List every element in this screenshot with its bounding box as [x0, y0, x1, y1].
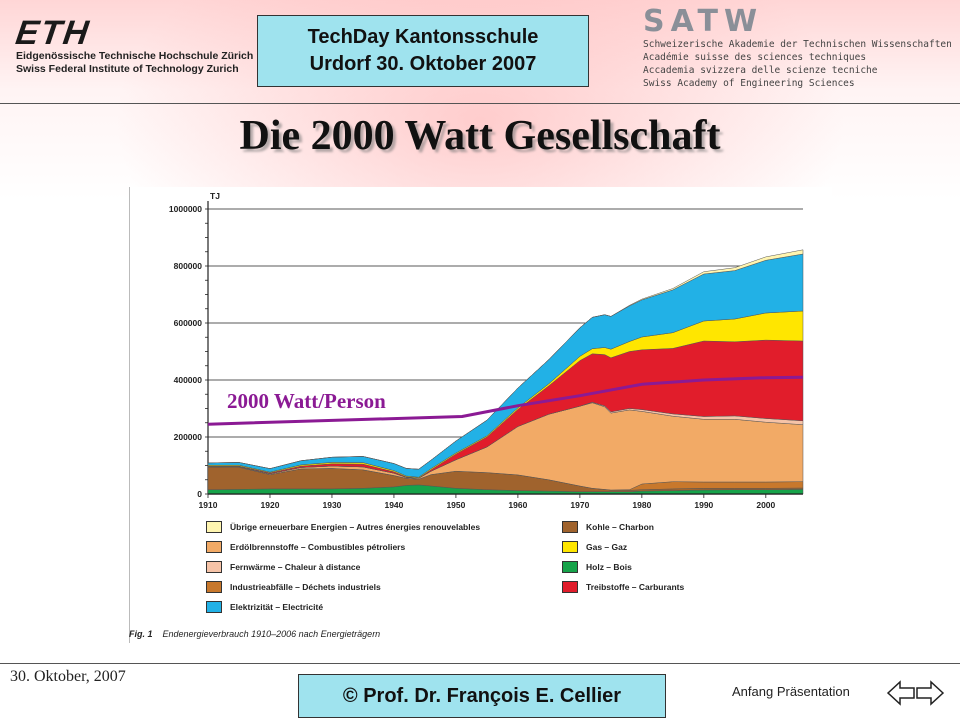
y-tick-label: 600000: [174, 318, 203, 328]
legend-swatch: [206, 581, 222, 593]
legend-swatch: [562, 521, 578, 533]
legend-label: Kohle – Charbon: [586, 522, 655, 532]
legend-swatch: [562, 541, 578, 553]
y-tick-label: 0: [197, 489, 202, 499]
event-date: Urdorf 30. Oktober 2007: [309, 53, 537, 75]
legend-swatch: [206, 561, 222, 573]
eth-wordmark: ETH: [13, 14, 93, 52]
overlay-label: 2000 Watt/Person: [227, 389, 386, 413]
legend-swatch: [206, 601, 222, 613]
x-tick-label: 1950: [446, 500, 465, 510]
x-tick-label: 1920: [261, 500, 280, 510]
back-arrow-icon[interactable]: [886, 680, 916, 706]
legend-label: Fernwärme – Chaleur à distance: [230, 562, 361, 572]
legend-item: Holz – Bois: [562, 561, 632, 573]
legend-item: Gas – Gaz: [562, 541, 627, 553]
event-title: TechDay Kantonsschule: [307, 26, 539, 48]
x-tick-label: 1940: [384, 500, 403, 510]
footer-divider: [0, 663, 960, 664]
satw-name-line: Accademia svizzera delle scienze tecnich…: [643, 65, 878, 76]
x-tick-label: 1930: [322, 500, 341, 510]
x-tick-label: 1910: [199, 500, 218, 510]
legend-item: Treibstoffe – Carburants: [562, 581, 684, 593]
y-tick-label: 1000000: [169, 204, 202, 214]
figure-caption: Fig. 1 Endenergieverbrauch 1910–2006 nac…: [129, 629, 380, 639]
legend-label: Gas – Gaz: [586, 542, 628, 552]
y-tick-label: 400000: [174, 375, 203, 385]
legend-swatch: [206, 541, 222, 553]
overlay-label-background: [224, 387, 428, 413]
legend-label: Erdölbrennstoffe – Combustibles pétrolie…: [230, 542, 406, 552]
legend-item: Fernwärme – Chaleur à distance: [206, 561, 360, 573]
legend-label: Holz – Bois: [586, 562, 632, 572]
figure-caption-number: Fig. 1: [129, 629, 153, 639]
footer-date: 30. Oktober, 2007: [10, 668, 126, 685]
legend-label: Übrige erneuerbare Energien – Autres éne…: [230, 522, 481, 532]
overlay-line-2000-watt: [207, 375, 804, 426]
figure-border: [129, 187, 130, 643]
x-tick-label: 2000: [756, 500, 775, 510]
eth-name-english: Swiss Federal Institute of Technology Zu…: [16, 63, 239, 75]
legend-item: Erdölbrennstoffe – Combustibles pétrolie…: [206, 541, 405, 553]
legend-swatch: [562, 561, 578, 573]
satw-logo: SATW Schweizerische Akademie der Technis…: [643, 6, 958, 90]
x-tick-label: 1990: [694, 500, 713, 510]
forward-arrow-icon[interactable]: [915, 680, 945, 706]
legend-item: Industrieabfälle – Déchets industriels: [206, 581, 381, 593]
legend-swatch: [562, 581, 578, 593]
author-box: © Prof. Dr. François E. Cellier: [298, 674, 666, 718]
legend-label: Treibstoffe – Carburants: [586, 582, 685, 592]
satw-name-line: Académie suisse des sciences techniques: [643, 52, 867, 63]
eth-logo: ETH Eidgenössische Technische Hochschule…: [13, 14, 256, 76]
satw-name-line: Schweizerische Akademie der Technischen …: [643, 39, 952, 50]
legend-label: Industrieabfälle – Déchets industriels: [230, 582, 381, 592]
slide-title: Die 2000 Watt Gesellschaft: [239, 113, 721, 159]
figure-caption-text: Endenergieverbrauch 1910–2006 nach Energ…: [162, 629, 381, 639]
x-tick-label: 1970: [570, 500, 589, 510]
header-divider: [0, 103, 960, 104]
energy-chart: 0 200000 400000 600000 800000 1000000 TJ 1910 19…: [169, 191, 804, 510]
y-unit-label: TJ: [210, 191, 220, 201]
legend-item: Kohle – Charbon: [562, 521, 654, 533]
satw-name-line: Swiss Academy of Engineering Sciences: [643, 78, 855, 89]
legend-item: Elektrizität – Electricité: [206, 601, 323, 613]
chart-figure: 0 200000 400000 600000 800000 1000000 TJ 1910 19…: [129, 187, 832, 643]
satw-wordmark: SATW: [643, 4, 764, 39]
legend-label: Elektrizität – Electricité: [230, 602, 324, 612]
start-presentation-link[interactable]: Anfang Präsentation: [732, 684, 850, 699]
y-tick-label: 800000: [174, 261, 203, 271]
y-tick-label: 200000: [174, 432, 203, 442]
x-tick-label: 1980: [632, 500, 651, 510]
area-übrige-erneuerbare-energien: [207, 249, 804, 470]
legend-swatch: [206, 521, 222, 533]
legend-item: Übrige erneuerbare Energien – Autres éne…: [206, 521, 480, 533]
eth-name-german: Eidgenössische Technische Hochschule Zür…: [16, 50, 254, 62]
event-box: TechDay Kantonsschule Urdorf 30. Oktober…: [257, 15, 589, 87]
x-tick-label: 1960: [508, 500, 527, 510]
